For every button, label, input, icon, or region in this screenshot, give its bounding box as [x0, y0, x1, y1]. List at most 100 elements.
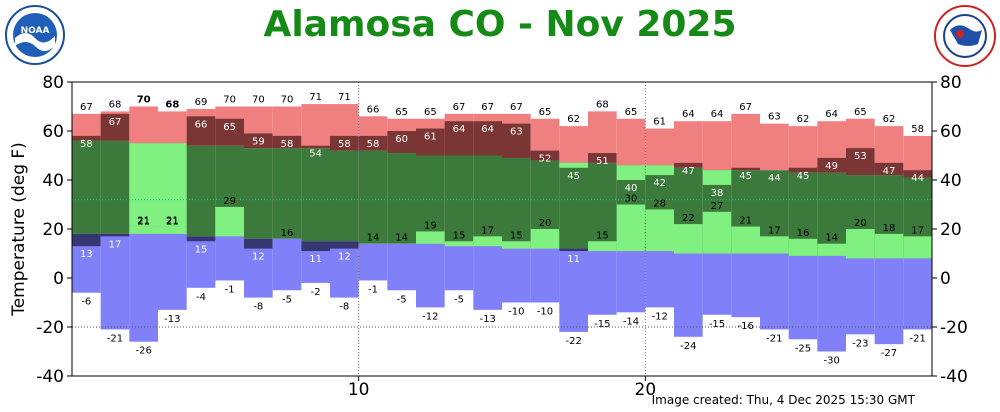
- actual-high-label: 54: [309, 149, 322, 160]
- actual-high-label: 58: [281, 139, 294, 150]
- actual-high-above-normal-bar: [186, 116, 216, 146]
- actual-low-label: 12: [338, 252, 351, 263]
- actual-high-label: 45: [739, 171, 752, 182]
- record-high-label: 62: [797, 114, 810, 125]
- noaa-logo: NOAA: [5, 5, 65, 65]
- actual-low-above-normal-bar: [731, 226, 760, 254]
- y-tick-label-right: 0: [940, 269, 951, 289]
- chart-title: Alamosa CO - Nov 2025: [263, 4, 737, 45]
- actual-low-above-normal-bar: [215, 206, 244, 237]
- actual-high-below-normal-bar: [645, 165, 674, 176]
- record-low-label: -27: [881, 348, 897, 359]
- y-tick-label-right: 60: [940, 122, 962, 142]
- actual-high-above-normal-bar: [244, 133, 273, 149]
- normal-range-bar: [387, 153, 416, 244]
- normal-range-bar: [72, 140, 101, 234]
- actual-low-above-normal-bar: [903, 236, 932, 259]
- actual-high-below-normal-bar: [129, 143, 158, 227]
- actual-high-below-normal-bar: [158, 143, 187, 227]
- record-low-bar: [559, 248, 588, 332]
- record-low-label: -15: [594, 319, 610, 330]
- actual-high-label: 60: [395, 134, 408, 145]
- actual-low-above-normal-bar: [788, 238, 818, 256]
- actual-low-label: 11: [309, 254, 322, 265]
- record-low-bar: [473, 246, 502, 310]
- record-high-label: 68: [165, 99, 179, 110]
- record-high-label: 64: [825, 109, 838, 120]
- actual-high-above-normal-bar: [100, 113, 130, 141]
- record-low-bar: [645, 251, 674, 308]
- y-tick-label-left: -40: [36, 367, 64, 387]
- actual-low-label: 15: [195, 244, 208, 255]
- actual-high-above-normal-bar: [731, 167, 760, 171]
- actual-high-above-normal-bar: [444, 121, 474, 156]
- record-low-bar: [387, 243, 416, 291]
- actual-high-label: 52: [539, 154, 552, 165]
- y-tick-label-left: 80: [42, 73, 64, 93]
- record-low-bar: [100, 233, 130, 330]
- record-low-label: -21: [909, 333, 925, 344]
- normal-range-bar: [100, 140, 130, 234]
- record-high-label: 70: [137, 95, 151, 106]
- actual-high-label: 64: [481, 124, 494, 135]
- record-high-label: 65: [625, 107, 638, 118]
- record-high-label: 68: [109, 99, 122, 110]
- record-low-bar: [760, 253, 789, 330]
- actual-high-above-normal-bar: [358, 135, 388, 151]
- record-high-label: 58: [911, 124, 924, 135]
- normal-range-bar: [817, 172, 846, 256]
- actual-low-below-normal-bar: [100, 233, 130, 237]
- actual-high-label: 42: [653, 178, 666, 189]
- record-high-label: 71: [338, 92, 351, 103]
- actual-low-above-normal-bar: [817, 243, 846, 256]
- actual-low-label: 28: [653, 198, 666, 209]
- record-low-label: -13: [479, 314, 495, 325]
- record-low-label: -30: [823, 356, 839, 367]
- record-high-label: 67: [739, 102, 752, 113]
- actual-low-above-normal-bar: [158, 226, 187, 234]
- actual-low-label: 14: [395, 233, 408, 244]
- record-low-label: -5: [454, 294, 464, 305]
- record-low-label: -26: [135, 346, 151, 357]
- actual-low-label: 27: [711, 201, 724, 212]
- normal-range-bar: [244, 148, 273, 239]
- record-high-label: 65: [395, 107, 408, 118]
- actual-high-label: 47: [883, 166, 896, 177]
- actual-high-label: 58: [367, 139, 380, 150]
- record-high-label: 64: [711, 109, 724, 120]
- record-low-label: -24: [680, 341, 696, 352]
- record-low-bar: [702, 253, 732, 315]
- record-high-bar: [616, 118, 646, 166]
- actual-high-label: 66: [195, 119, 208, 130]
- record-low-label: -10: [508, 307, 524, 318]
- actual-low-above-normal-bar: [674, 224, 703, 254]
- actual-high-above-normal-bar: [387, 131, 416, 154]
- record-low-bar: [272, 238, 302, 291]
- y-tick-label-right: 20: [940, 220, 962, 240]
- actual-low-above-normal-bar: [645, 209, 674, 252]
- actual-low-label: 20: [854, 218, 867, 229]
- y-tick-label-right: 40: [940, 171, 962, 191]
- record-low-label: -2: [311, 287, 321, 298]
- normal-range-bar: [444, 155, 474, 247]
- record-high-bar: [559, 126, 588, 163]
- actual-high-above-normal-bar: [215, 118, 244, 146]
- y-tick-label-left: 40: [42, 171, 64, 191]
- record-high-label: 65: [424, 107, 437, 118]
- record-low-bar: [903, 258, 932, 330]
- image-created-caption: Image created: Thu, 4 Dec 2025 15:30 GMT: [651, 393, 915, 407]
- actual-low-below-normal-bar: [186, 236, 216, 242]
- record-high-label: 67: [481, 102, 494, 113]
- actual-low-below-normal-bar: [72, 233, 101, 247]
- actual-low-label: 12: [252, 252, 265, 263]
- record-low-bar: [129, 233, 158, 342]
- actual-high-above-normal-bar: [72, 135, 101, 141]
- actual-low-above-normal-bar: [588, 241, 617, 252]
- actual-low-above-normal-bar: [416, 231, 445, 244]
- record-low-label: -12: [651, 311, 667, 322]
- actual-high-above-normal-bar: [846, 148, 875, 176]
- actual-low-above-normal-bar: [846, 229, 875, 259]
- record-low-label: -21: [766, 333, 782, 344]
- record-high-label: 64: [682, 109, 695, 120]
